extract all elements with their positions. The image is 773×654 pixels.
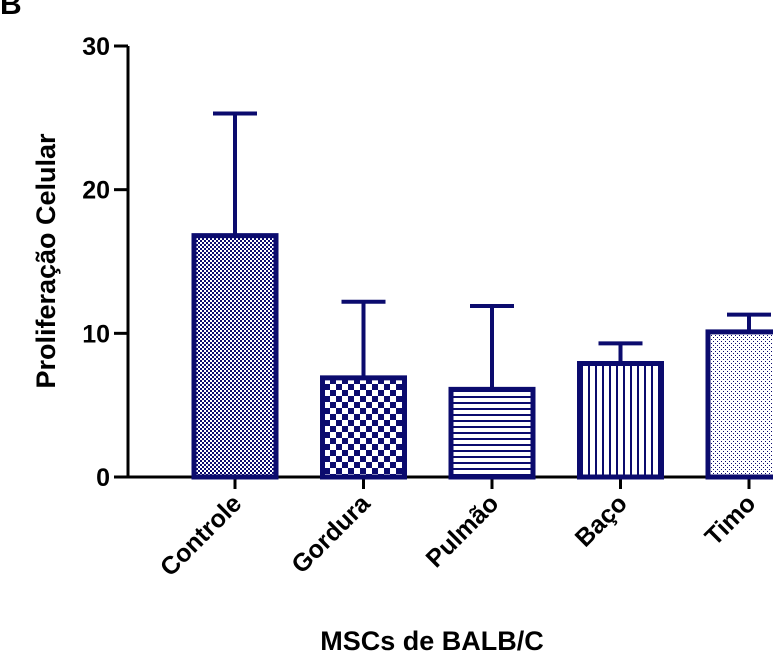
x-tick-label: Pulmão — [421, 489, 505, 573]
panel-letter: B — [0, 0, 22, 21]
y-tick-label: 20 — [82, 177, 110, 205]
y-tick-label: 10 — [82, 320, 110, 348]
bar-controle — [191, 233, 279, 480]
x-axis-title: MSCs de BALB/C — [320, 626, 544, 654]
y-axis-title: Proliferação Celular — [31, 133, 61, 389]
y-tick-label: 30 — [82, 33, 110, 61]
bar-timo — [705, 329, 773, 480]
x-tick-label: Timo — [700, 489, 762, 551]
bar-pulmão — [448, 386, 536, 480]
x-tick-label: Gordura — [286, 489, 376, 579]
x-tick-label: Baço — [570, 489, 633, 552]
y-tick-label: 0 — [96, 464, 110, 492]
bars-group — [191, 111, 773, 480]
bar-baço — [577, 361, 664, 480]
axes: 0 10 20 30 Controle Gordura Pulmão Baço Timo — [82, 33, 773, 582]
bar-gordura — [320, 375, 407, 480]
x-tick-label: Controle — [155, 489, 248, 582]
